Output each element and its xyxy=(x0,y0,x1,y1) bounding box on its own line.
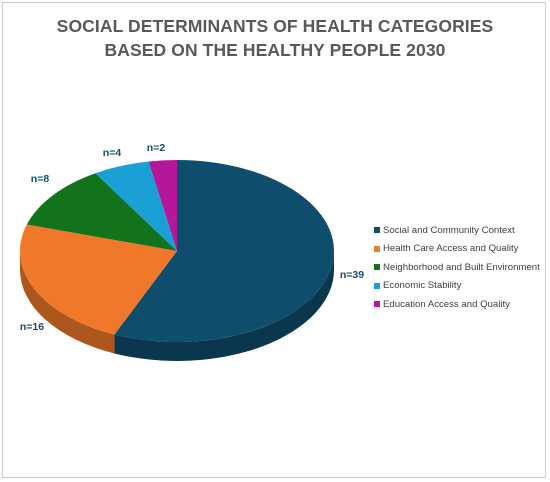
data-label-education-access-and-quality: n=2 xyxy=(147,142,166,154)
legend-swatch xyxy=(374,264,380,271)
legend-item-neighborhood-and-built-environment: Neighborhood and Built Environment xyxy=(374,258,550,277)
legend-swatch xyxy=(374,245,380,252)
data-label-economic-stability: n=4 xyxy=(103,147,122,159)
data-label-health-care-access-and-quality: n=16 xyxy=(20,321,44,333)
legend-item-education-access-and-quality: Education Access and Quality xyxy=(374,295,550,314)
legend-item-social-and-community-context: Social and Community Context xyxy=(374,221,550,240)
legend-swatch xyxy=(374,227,380,234)
data-label-social-and-community-context: n=39 xyxy=(340,269,364,281)
pie-slice-health-care-access-and-quality xyxy=(20,224,177,335)
pie-side-health-care-access-and-quality xyxy=(20,251,115,354)
data-label-neighborhood-and-built-environment: n=8 xyxy=(31,173,50,185)
legend-label: Neighborhood and Built Environment xyxy=(383,261,540,273)
legend-swatch xyxy=(374,301,380,308)
legend-label: Health Care Access and Quality xyxy=(383,243,519,255)
legend-item-health-care-access-and-quality: Health Care Access and Quality xyxy=(374,240,550,259)
chart-legend: Social and Community Context Health Care … xyxy=(374,221,550,314)
legend-label: Social and Community Context xyxy=(383,224,515,236)
legend-label: Education Access and Quality xyxy=(383,298,510,310)
pie-side-social-and-community-context xyxy=(114,251,335,361)
pie-slice-economic-stability xyxy=(95,161,177,251)
chart-title: SOCIAL DETERMINANTS OF HEALTH CATEGORIES xyxy=(56,16,494,36)
legend-swatch xyxy=(374,282,380,289)
legend-label: Economic Stability xyxy=(383,280,462,292)
legend-item-economic-stability: Economic Stability xyxy=(374,277,550,296)
pie-slice-social-and-community-context xyxy=(114,160,335,343)
chart-title-block: SOCIAL DETERMINANTS OF HEALTH CATEGORIES… xyxy=(0,14,550,62)
chart-subtitle: BASED ON THE HEALTHY PEOPLE 2030 xyxy=(104,40,446,60)
pie-slice-education-access-and-quality xyxy=(148,160,177,251)
pie-slice-neighborhood-and-built-environment xyxy=(26,173,177,251)
